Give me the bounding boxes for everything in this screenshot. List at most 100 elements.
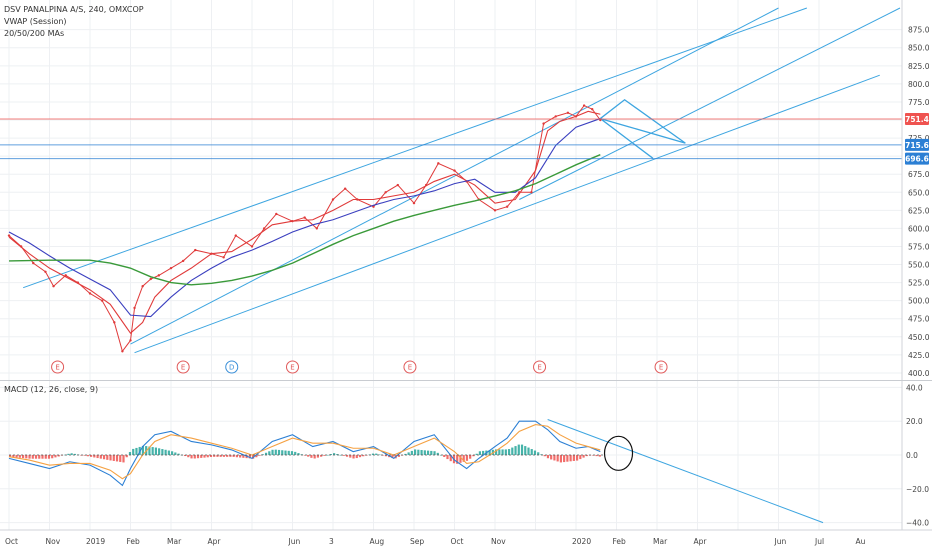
macd-legend[interactable]: MACD (12, 26, close, 9) [4,385,98,394]
histogram-bar [264,452,268,455]
histogram-bar [141,445,145,455]
histogram-bar [556,455,559,462]
histogram-bar [96,455,99,459]
histogram-bar [504,449,507,455]
histogram-bar [598,455,601,457]
histogram-bar [507,449,511,455]
price-tick-label: 500.0 [908,297,930,306]
histogram-bar [284,450,287,455]
time-tick-label: 2019 [86,537,105,546]
time-tick-label: 3 [329,537,334,546]
price-badge-label: 751.4 [905,115,929,124]
histogram-bar [446,455,449,460]
histogram-bar [517,444,520,455]
histogram-bar [585,455,588,457]
histogram-bar [472,455,475,457]
dividend-marker[interactable]: D [225,360,239,374]
histogram-bar [323,455,326,456]
event-marker-label: E [537,364,541,372]
histogram-bar [501,449,504,455]
price-badge-label: 696.6 [905,155,929,164]
series-point [222,256,225,259]
series-point [157,274,161,277]
series-point [100,299,104,302]
histogram-bar [579,455,582,460]
histogram-bar [459,455,462,463]
series-signal [8,424,601,480]
event-marker-label: E [408,364,412,372]
series-point [262,227,266,230]
time-tick-label: Oct [451,537,464,546]
histogram-bar [31,455,34,459]
histogram-bar [511,447,514,455]
histogram-bar [469,455,472,459]
histogram-bar [336,454,339,455]
time-axis[interactable]: Oct Nov 2019 Feb Mar Apr Jun 3 Aug Sep Oct Nov 2020 F… [5,537,866,546]
price-tick-label: 400.0 [908,369,930,378]
vwap-legend[interactable]: VWAP (Session) [4,17,67,26]
histogram-bar [200,455,203,458]
histogram-bar [414,449,417,455]
series-point [412,201,416,205]
earnings-marker[interactable]: E [403,360,417,374]
event-marker-label: E [290,364,294,372]
histogram-bar [258,455,261,456]
histogram-bar [582,455,585,458]
price-axis[interactable]: 400.0 425.0 450.0 475.0 500.0 525.0 550.0 575.0… [908,26,930,378]
histogram-bar [533,450,537,455]
earnings-marker[interactable]: E [533,360,547,374]
histogram-bar [255,455,258,458]
histogram-bar [313,455,316,459]
event-marker-circle [286,360,299,374]
price-badge [905,138,929,151]
price-badges: 751.4 715.6 696.6 [905,113,929,165]
histogram-bar [135,447,138,455]
histogram-bar [44,455,47,459]
histogram-bar [375,453,378,455]
histogram-bar [125,455,128,458]
histogram-bar [524,446,527,455]
histogram-bar [342,455,345,456]
histogram-bar [294,451,297,455]
histogram-bar [226,455,229,457]
histogram-bar [397,455,400,457]
histogram-bar [38,455,41,459]
histogram-bar [109,455,112,461]
histogram-bar [316,455,319,458]
histogram-bar [274,449,277,455]
histogram-bar [21,455,25,459]
histogram-bar [174,452,177,455]
histogram-bar [559,455,562,463]
histogram-bar [154,447,157,455]
earnings-marker[interactable]: E [176,360,190,374]
histogram-bar [73,453,76,455]
series-point [234,234,237,237]
series-point [7,234,11,237]
time-tick-label: Oct [5,537,18,546]
price-tick-label: 650.0 [908,188,930,197]
histogram-bar [122,455,125,463]
series-point [566,111,570,114]
series-macd [8,420,601,487]
series-point [32,261,35,265]
histogram-bar [436,452,439,455]
earnings-marker[interactable]: E [51,360,65,374]
macd-axis[interactable]: −40.0 −20.0 0.0 20.0 40.0 [906,383,929,527]
series-point [88,292,92,295]
histogram-bar [70,453,73,455]
histogram-bar [57,455,60,457]
series-point [396,183,399,187]
earnings-marker[interactable]: E [654,360,668,374]
histogram-bar [193,455,196,459]
ma-legend[interactable]: 20/50/200 MAs [4,29,64,38]
event-marker-circle [403,360,417,374]
grid [0,0,902,530]
series-point [113,321,116,324]
series-ma50 [8,118,601,318]
series-point [315,227,318,230]
earnings-marker[interactable]: E [286,360,299,374]
price-tick-label: 775.0 [908,98,930,107]
histogram-bar [326,454,329,456]
